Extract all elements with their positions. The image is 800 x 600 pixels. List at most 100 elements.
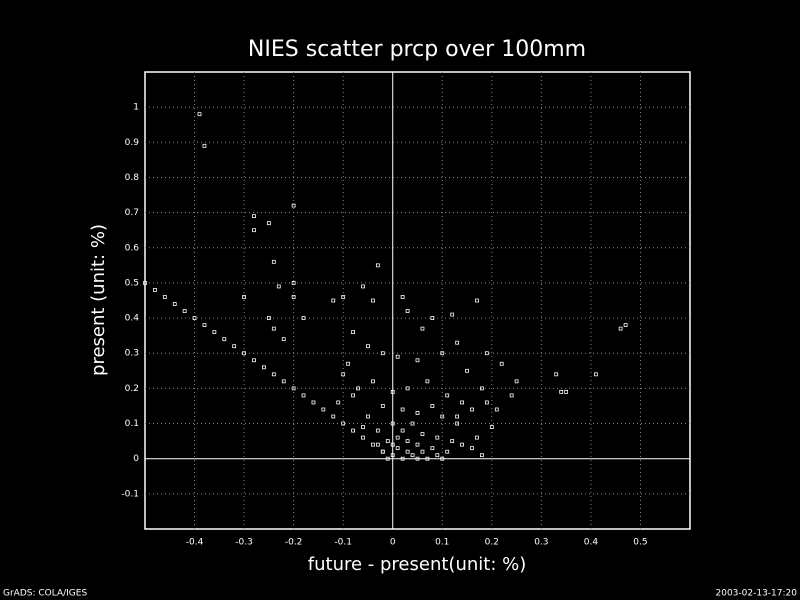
scatter-point — [593, 372, 598, 377]
x-tick-label: -0.3 — [235, 538, 253, 548]
scatter-point — [554, 372, 559, 377]
scatter-point — [420, 326, 425, 331]
scatter-point — [331, 298, 336, 303]
scatter-point — [301, 393, 306, 398]
scatter-point — [395, 435, 400, 440]
y-tick-label: 1 — [133, 103, 139, 113]
y-axis-label: present (unit: %) — [88, 224, 109, 376]
scatter-point — [484, 400, 489, 405]
scatter-point — [351, 330, 355, 335]
scatter-point — [489, 425, 494, 429]
scatter-point — [197, 112, 202, 117]
x-tick-label: 0.3 — [534, 538, 548, 548]
scatter-point — [361, 284, 365, 289]
scatter-point — [445, 449, 450, 454]
scatter-point — [470, 446, 474, 451]
scatter-point — [405, 386, 410, 391]
x-tick-label: -0.1 — [334, 538, 352, 548]
y-tick-label: 0.5 — [125, 278, 139, 288]
scatter-point — [415, 456, 420, 461]
scatter-point — [559, 389, 564, 394]
scatter-point — [336, 400, 341, 405]
scatter-point — [455, 421, 460, 426]
scatter-point — [395, 446, 400, 451]
scatter-point — [351, 393, 355, 398]
scatter-point — [291, 203, 296, 208]
scatter-point — [430, 404, 435, 408]
scatter-point — [356, 386, 360, 391]
x-tick-label: -0.4 — [186, 538, 204, 548]
scatter-point — [623, 323, 628, 328]
footer-right: 2003-02-13-17:20 — [716, 589, 798, 599]
scatter-point — [252, 358, 256, 363]
scatter-point — [390, 421, 395, 426]
scatter-point — [440, 414, 445, 419]
scatter-point — [380, 351, 385, 356]
scatter-point — [494, 407, 499, 412]
scatter-point — [366, 344, 370, 349]
scatter-point — [450, 439, 455, 444]
scatter-point — [366, 414, 370, 419]
scatter-point — [509, 393, 514, 398]
scatter-point — [271, 372, 276, 377]
scatter-point — [222, 337, 227, 342]
scatter-point — [400, 428, 405, 433]
scatter-point — [395, 354, 400, 359]
scatter-point — [430, 316, 435, 320]
x-tick-label: 0.4 — [584, 538, 599, 548]
scatter-point — [405, 449, 410, 454]
scatter-point — [371, 298, 375, 303]
scatter-point — [420, 432, 425, 436]
scatter-point — [252, 214, 256, 219]
scatter-point — [425, 456, 430, 461]
scatter-point — [410, 421, 415, 426]
scatter-point — [430, 446, 435, 451]
scatter-point — [390, 442, 395, 447]
scatter-point — [460, 442, 464, 447]
scatter-point — [321, 407, 326, 412]
scatter-point — [291, 386, 296, 391]
scatter-point — [480, 453, 484, 458]
scatter-point — [202, 143, 207, 148]
scatter-point — [192, 316, 197, 320]
scatter-point — [450, 312, 455, 317]
scatter-point — [375, 442, 380, 447]
scatter-point — [271, 259, 276, 264]
scatter-point — [276, 284, 281, 289]
y-tick-label: 0 — [133, 454, 139, 464]
scatter-point — [361, 425, 365, 429]
scatter-point — [143, 281, 147, 285]
scatter-point — [385, 439, 390, 444]
scatter-point — [262, 365, 266, 370]
scatter-point — [301, 316, 306, 320]
scatter-point — [564, 389, 569, 394]
scatter-point — [281, 337, 286, 342]
plot-frame — [144, 71, 691, 530]
scatter-point — [331, 414, 336, 419]
scatter-point — [514, 379, 519, 384]
scatter-point — [266, 316, 271, 320]
scatter-point — [242, 295, 246, 299]
scatter-point — [182, 309, 187, 313]
scatter-point — [291, 295, 296, 299]
y-tick-label: 0.2 — [125, 384, 139, 394]
scatter-point — [455, 340, 460, 345]
scatter-point — [499, 361, 504, 366]
scatter-point — [400, 295, 405, 299]
scatter-point — [341, 421, 346, 426]
x-tick-label: 0.2 — [485, 538, 499, 548]
scatter-point — [341, 372, 346, 377]
x-tick-label: 0.1 — [435, 538, 449, 548]
scatter-point — [266, 221, 271, 226]
scatter-point — [480, 386, 484, 391]
chart-title: NIES scatter prcp over 100mm — [248, 37, 586, 62]
scatter-point — [390, 389, 395, 394]
scatter-point — [445, 393, 450, 398]
x-tick-label: 0 — [390, 538, 396, 548]
scatter-point — [346, 361, 351, 366]
scatter-point — [475, 435, 479, 440]
scatter-point — [435, 453, 440, 458]
